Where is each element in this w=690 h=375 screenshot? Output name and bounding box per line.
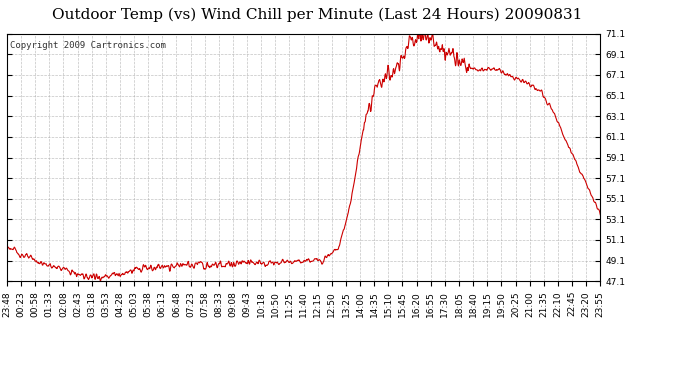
Text: Copyright 2009 Cartronics.com: Copyright 2009 Cartronics.com xyxy=(10,41,166,50)
Text: Outdoor Temp (vs) Wind Chill per Minute (Last 24 Hours) 20090831: Outdoor Temp (vs) Wind Chill per Minute … xyxy=(52,8,582,22)
